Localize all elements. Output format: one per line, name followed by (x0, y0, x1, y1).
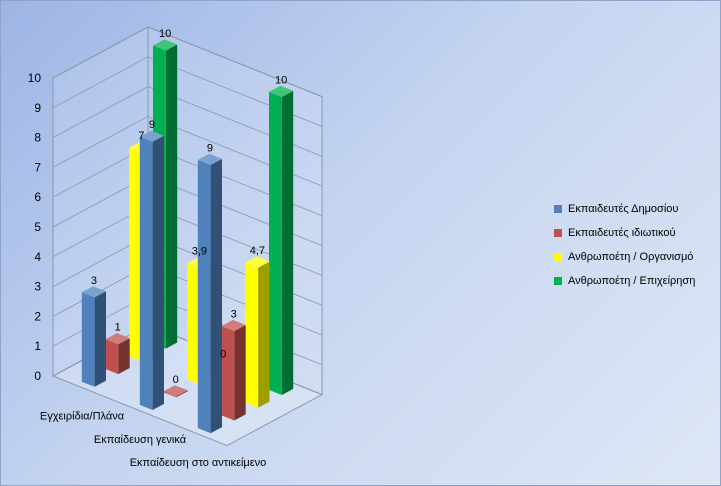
gridline (52, 86, 323, 157)
y-tick-label: 9 (34, 101, 41, 115)
x-category-label: Εγχειρίδια/Πλάνα (40, 411, 125, 423)
x-category-label: Εκπαίδευση στο αντικείμενο (130, 457, 267, 469)
bar-front-face (187, 263, 201, 385)
legend-item: Εκπαιδευτές ιδιωτικού (554, 221, 695, 245)
y-axis-ticks: 0 1 2 3 4 5 6 7 8 9 10 (28, 71, 42, 383)
bar-side-face (152, 135, 164, 410)
data-label: 1 (115, 322, 121, 334)
bar-side-face (234, 325, 246, 421)
bar-front-face (81, 292, 95, 387)
bar-front-face (269, 91, 282, 396)
y-tick-label: 8 (34, 131, 41, 145)
bar-top-face (221, 319, 246, 332)
data-label: 9 (207, 142, 213, 154)
legend: Εκπαιδευτές Δημοσίου Εκπαιδευτές ιδιωτικο… (554, 197, 695, 293)
bar-top-face (153, 39, 178, 51)
legend-swatch (554, 205, 562, 213)
bar-top-face (269, 85, 294, 97)
bar (221, 319, 246, 421)
data-label: 9 (149, 119, 155, 131)
legend-label: Εκπαιδευτές Δημοσίου (568, 203, 679, 215)
bar-top-face (81, 286, 106, 298)
legend-swatch (554, 277, 562, 285)
bar (269, 85, 294, 396)
data-label: 3,9 (192, 246, 207, 258)
bar-top-face (245, 256, 270, 268)
bar-front-face (221, 326, 235, 421)
bar-side-face (165, 44, 178, 349)
bar-side-face (176, 390, 188, 398)
bar-top-face (139, 130, 164, 142)
y-tick-label: 10 (28, 71, 42, 85)
legend-label: Ανθρωποέτη / Οργανισμό (568, 251, 694, 263)
legend-item: Ανθρωποέτη / Οργανισμό (554, 245, 695, 269)
bar (197, 153, 222, 434)
y-tick-label: 5 (34, 220, 41, 234)
y-tick-label: 1 (34, 339, 41, 353)
data-label: 7 (138, 130, 144, 142)
bar-top-face (105, 333, 130, 345)
bar (81, 286, 106, 387)
bar (245, 256, 270, 408)
y-tick-label: 3 (34, 280, 41, 294)
data-label: 0 (220, 348, 226, 360)
bar-front-face (129, 147, 143, 362)
gridline (52, 26, 323, 97)
bar-side-face (258, 261, 270, 408)
bar-top-face (197, 153, 222, 165)
data-label: 10 (159, 28, 171, 40)
bar-front-face (105, 339, 119, 375)
bar-front-face (163, 391, 177, 398)
y-tick-label: 4 (34, 250, 41, 264)
gridline (52, 56, 323, 127)
legend-swatch (554, 229, 562, 237)
legend-item: Ανθρωποέτη / Επιχείρηση (554, 269, 695, 293)
bars (81, 39, 294, 434)
bar (105, 333, 130, 375)
data-label: 3 (231, 308, 237, 320)
bar-side-face (94, 291, 106, 387)
x-category-label: Εκπαίδευση γενικά (94, 434, 187, 446)
category-labels: Εγχειρίδια/Πλάνα Εκπαίδευση γενικά Εκπαίδε… (40, 411, 266, 469)
data-label: 0 (173, 374, 179, 386)
gridline (52, 115, 323, 187)
data-label: 10 (275, 74, 287, 86)
y-tick-label: 2 (34, 309, 41, 323)
bar-side-face (118, 338, 130, 375)
data-label: 3 (91, 275, 97, 287)
y-tick-label: 0 (34, 369, 41, 383)
bar (139, 130, 164, 410)
bar-top-face (163, 385, 188, 397)
bar-side-face (210, 158, 222, 434)
legend-label: Εκπαιδευτές ιδιωτικού (568, 227, 676, 239)
bar-front-face (197, 159, 211, 434)
legend-item: Εκπαιδευτές Δημοσίου (554, 197, 695, 221)
data-label: 4,7 (250, 245, 265, 257)
y-tick-label: 7 (34, 160, 41, 174)
y-tick-label: 6 (34, 190, 41, 204)
legend-swatch (554, 253, 562, 261)
bar-front-face (245, 262, 259, 408)
legend-label: Ανθρωποέτη / Επιχείρηση (568, 275, 696, 287)
bar-front-face (139, 136, 153, 410)
bar-side-face (281, 90, 294, 396)
bar (163, 385, 188, 398)
